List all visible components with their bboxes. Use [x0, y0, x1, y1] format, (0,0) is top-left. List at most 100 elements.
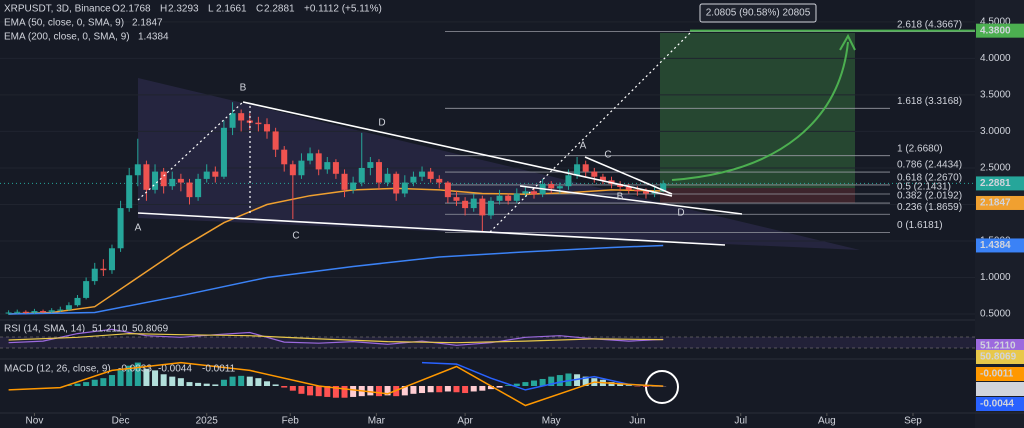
macd-badge-bg: [976, 382, 1024, 396]
macd-bar: [332, 386, 339, 398]
macd-badge: -0.0033: [980, 384, 1014, 395]
candle-body: [255, 122, 262, 125]
candle-body: [350, 182, 357, 190]
drawings: [137, 32, 743, 246]
macd-bar: [91, 379, 98, 386]
change-label: +0.1112 (+5.11%): [304, 4, 382, 15]
trend-line: [137, 212, 726, 246]
candle-body: [281, 149, 288, 165]
trend-line: [584, 156, 673, 195]
macd-bar: [574, 374, 581, 386]
macd-bar: [470, 386, 477, 392]
macd-bar: [548, 376, 555, 386]
macd-bar: [298, 386, 305, 394]
macd-bar: [565, 373, 572, 386]
macd-bar: [539, 378, 546, 386]
candle-body: [126, 175, 133, 209]
candle-body: [177, 178, 184, 183]
candle-body: [453, 197, 460, 201]
x-tick-label: Sep: [904, 416, 922, 427]
price-badge: 2.2881: [980, 178, 1011, 189]
macd-bar: [522, 382, 529, 386]
candle-body: [444, 182, 451, 198]
macd-bar: [350, 386, 357, 397]
candle-body: [341, 173, 348, 190]
candle-body: [203, 171, 210, 179]
ohlc-key: O: [112, 4, 120, 15]
candle-body: [660, 183, 667, 192]
y-tick-label: 1.0000: [980, 272, 1011, 283]
wave-label: C: [604, 150, 611, 161]
macd-bar: [177, 378, 184, 386]
x-tick-label: Mar: [368, 416, 386, 427]
candle-body: [22, 311, 29, 313]
candle-body: [625, 186, 632, 190]
candle-body: [332, 162, 339, 174]
ohlc-value: 2.1768: [120, 4, 151, 15]
rsi-badge-bg: [976, 350, 1024, 364]
candle-body: [160, 171, 167, 187]
ohlc-value: 2.3293: [168, 4, 199, 15]
candle-body: [220, 127, 227, 177]
candle-body: [642, 191, 649, 194]
x-tick-label: Jul: [734, 416, 747, 427]
candle-body: [263, 124, 271, 132]
macd-bar: [401, 386, 408, 396]
wave-label: B: [240, 83, 247, 94]
ohlc-key: C: [256, 4, 263, 15]
candle-body: [40, 311, 47, 313]
macd-bar: [453, 386, 460, 393]
candle-body: [393, 173, 400, 194]
triangle-shade: [138, 78, 860, 250]
ema-badge-bg: [976, 238, 1024, 253]
candle-body: [272, 131, 279, 150]
macd-bar: [513, 383, 520, 386]
macd-bar: [419, 386, 426, 394]
macd-bar: [255, 378, 262, 386]
candle-body: [324, 162, 331, 170]
ohlc-key: L: [208, 4, 214, 15]
macd-bar: [556, 375, 563, 386]
macd-bar: [272, 384, 279, 386]
candle-body: [143, 164, 150, 190]
trend-line: [519, 185, 743, 215]
macd-bar: [530, 380, 538, 386]
ohlc-value: 2.1661: [216, 4, 247, 15]
price-badge-bg: [976, 176, 1024, 191]
macd-bar: [212, 384, 219, 386]
candle-body: [186, 182, 193, 198]
x-tick-label: Aug: [818, 416, 836, 427]
candle-body: [574, 164, 581, 176]
candle-body: [74, 297, 81, 306]
macd-bar: [160, 374, 167, 386]
macd-bar: [375, 386, 382, 397]
macd-value: -0.0044: [158, 364, 192, 375]
candle-body: [513, 193, 520, 201]
x-tick-label: Jun: [629, 416, 645, 427]
macd-bar: [582, 376, 589, 386]
macd-bar: [117, 370, 124, 386]
rsi-value: 50.8069: [132, 324, 169, 335]
legend-name: EMA (200, close, 0, SMA, 9): [4, 32, 130, 43]
candle-body: [14, 311, 21, 313]
macd-bar: [203, 383, 210, 386]
macd-bar: [608, 382, 615, 386]
candle-body: [289, 164, 296, 176]
candle-body: [195, 178, 202, 198]
macd-bar: [462, 386, 469, 394]
candle-body: [419, 171, 426, 177]
wave-label: B: [617, 192, 624, 203]
macd-bar: [238, 375, 245, 386]
macd-bar: [126, 365, 133, 386]
candle-body: [591, 171, 598, 177]
macd-value: -0.0033: [118, 364, 152, 375]
macd-name: MACD (12, 26, close, 9): [4, 364, 111, 375]
candle-body: [556, 186, 563, 189]
wave-label: A: [580, 141, 587, 152]
candle-body: [212, 171, 219, 177]
macd-bar: [74, 383, 81, 386]
candle-body: [470, 198, 477, 209]
candle-body: [315, 153, 322, 170]
